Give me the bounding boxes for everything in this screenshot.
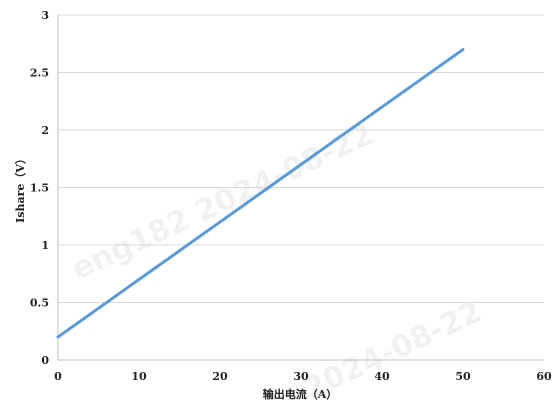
y-tick-label: 3 <box>41 9 49 22</box>
axes <box>57 15 544 361</box>
y-axis-title: Ishare（V） <box>14 153 27 223</box>
y-tick-label: 2.5 <box>30 67 49 80</box>
tick-labels: 00.511.522.530 10 20 30 40 50 60 <box>30 9 552 383</box>
gridlines <box>58 14 544 303</box>
y-tick-label: 1.5 <box>30 182 49 195</box>
y-tick-label: 0 <box>41 354 49 367</box>
x-tick-label: 40 <box>374 370 390 383</box>
series-group <box>56 48 465 339</box>
x-axis-title: 输出电流（A） <box>263 387 338 401</box>
x-tick-label: 30 <box>293 370 309 383</box>
x-tick-label: 0 <box>54 370 62 383</box>
y-tick-label: 0.5 <box>30 297 49 310</box>
x-tick-label: 10 <box>131 370 147 383</box>
x-tick-label: 60 <box>536 370 552 383</box>
y-tick-label: 2 <box>41 124 49 137</box>
x-tick-label: 20 <box>212 370 228 383</box>
series-line <box>56 48 465 339</box>
x-tick-label: 50 <box>455 370 471 383</box>
watermark-text-2: 2024-08-22 <box>299 294 488 403</box>
y-tick-label: 1 <box>41 239 49 252</box>
